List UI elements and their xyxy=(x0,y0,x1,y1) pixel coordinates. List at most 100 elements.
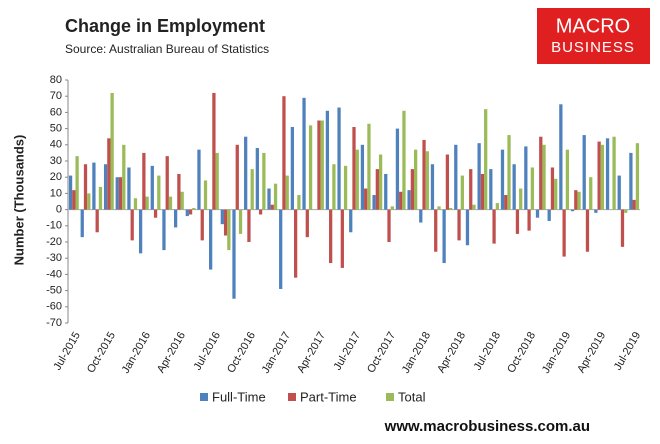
bar xyxy=(349,209,353,233)
bar xyxy=(562,209,566,257)
bar xyxy=(512,164,516,210)
bar xyxy=(185,209,189,217)
bar xyxy=(98,186,103,210)
y-tick-label: 60 xyxy=(50,106,62,118)
bar xyxy=(83,164,88,210)
bar xyxy=(325,110,330,210)
y-tick-label: 0 xyxy=(56,204,62,216)
bar xyxy=(554,178,558,210)
x-tick-label: Apr-2017 xyxy=(295,330,328,375)
bar xyxy=(492,209,496,244)
y-tick-label: 20 xyxy=(50,171,62,183)
legend-swatch xyxy=(200,393,208,401)
bar xyxy=(150,165,154,210)
bar xyxy=(285,175,289,210)
bar xyxy=(308,125,313,210)
bar xyxy=(384,173,388,210)
x-tick-label: Jul-2018 xyxy=(472,330,503,373)
bar xyxy=(410,169,415,210)
bar xyxy=(227,209,231,251)
bar xyxy=(559,104,563,210)
bar xyxy=(419,209,423,223)
bar xyxy=(282,96,286,210)
bar xyxy=(138,209,143,254)
logo-text: BUSINESS xyxy=(551,39,635,56)
bar xyxy=(250,169,254,210)
bar xyxy=(122,144,126,210)
x-tick-label: Jul-2015 xyxy=(51,330,82,373)
bar xyxy=(75,156,79,210)
bar xyxy=(352,126,356,210)
bar xyxy=(504,195,508,210)
bar xyxy=(355,149,359,210)
bar xyxy=(232,209,236,299)
bar xyxy=(273,183,278,210)
bar xyxy=(402,110,406,210)
bar xyxy=(255,148,259,210)
bar xyxy=(297,195,301,210)
bar xyxy=(337,107,341,210)
bar xyxy=(585,209,590,252)
bar xyxy=(372,195,376,210)
bar xyxy=(68,175,73,210)
bar xyxy=(395,128,400,210)
bar xyxy=(302,97,306,210)
x-tick-label: Jul-2017 xyxy=(332,330,363,373)
bar xyxy=(460,175,464,210)
bar xyxy=(165,156,169,210)
bar xyxy=(414,149,418,210)
bar xyxy=(547,209,551,221)
bar xyxy=(624,209,628,213)
x-tick-label: Apr-2019 xyxy=(575,330,608,375)
y-tick-label: 80 xyxy=(50,74,62,86)
bar xyxy=(442,209,446,264)
bar xyxy=(320,120,324,210)
bar xyxy=(215,152,219,210)
bar xyxy=(220,209,224,225)
y-tick-label: -10 xyxy=(46,220,62,232)
bar xyxy=(267,188,271,210)
bar xyxy=(212,92,216,210)
bar xyxy=(262,152,266,210)
bar xyxy=(258,209,263,215)
x-tick-label: Oct-2015 xyxy=(85,330,118,375)
y-tick-label: 30 xyxy=(50,155,62,167)
x-tick-label: Oct-2017 xyxy=(365,330,398,375)
bar xyxy=(390,206,394,210)
bar xyxy=(582,135,586,210)
x-tick-label: Jan-2019 xyxy=(540,330,573,376)
logo-box xyxy=(537,8,650,64)
bar xyxy=(399,191,403,210)
bar xyxy=(235,144,239,210)
y-tick-label: 70 xyxy=(50,90,62,102)
bar xyxy=(577,191,581,210)
bar xyxy=(247,209,251,242)
bar xyxy=(244,136,248,210)
bar xyxy=(495,203,499,210)
bar xyxy=(507,135,511,210)
bar xyxy=(142,152,146,210)
y-tick-label: -50 xyxy=(46,285,62,297)
bar xyxy=(612,136,616,210)
chart-title: Change in Employment xyxy=(65,16,265,36)
bar xyxy=(387,209,391,242)
bar xyxy=(317,120,321,210)
bar xyxy=(180,191,184,210)
y-tick-label: -20 xyxy=(46,236,62,248)
bar xyxy=(192,207,196,210)
legend-swatch xyxy=(386,393,394,401)
bar xyxy=(445,154,450,210)
bar xyxy=(477,143,481,210)
bar xyxy=(574,190,578,210)
bar xyxy=(570,209,575,212)
bar xyxy=(115,177,119,210)
x-tick-label: Jan-2017 xyxy=(260,330,293,376)
bar xyxy=(620,209,625,247)
bar xyxy=(454,144,458,210)
y-axis-label: Number (Thousands) xyxy=(11,135,26,266)
bar xyxy=(87,193,91,210)
bar xyxy=(565,149,570,210)
bar xyxy=(524,146,528,210)
bar xyxy=(465,209,470,246)
